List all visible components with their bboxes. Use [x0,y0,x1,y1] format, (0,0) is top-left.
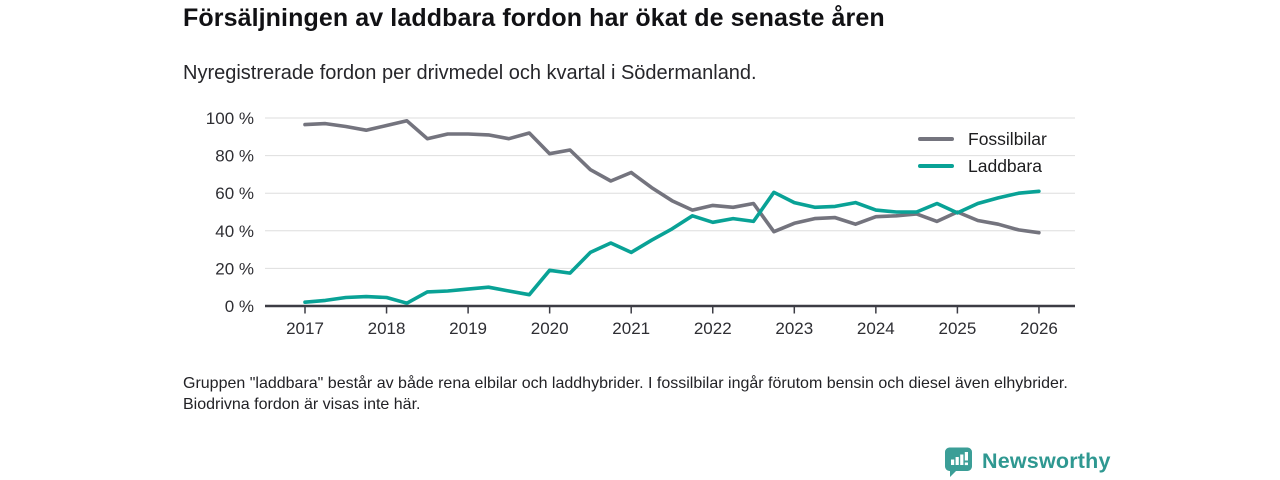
chart-title: Försäljningen av laddbara fordon har öka… [183,4,885,32]
x-axis-tick-label: 2026 [1020,319,1058,338]
x-axis-tick-label: 2022 [694,319,732,338]
series-line-laddbara [303,189,1041,305]
y-axis-tick-label: 80 % [215,147,254,166]
footnote: Gruppen "laddbara" består av både rena e… [183,375,1068,413]
chart-subtitle: Nyregistrerade fordon per drivmedel och … [183,62,757,84]
x-axis-tick-label: 2023 [775,319,813,338]
line-chart: 0 % 20 % 40 % 60 % 80 % 100 % 2017 2018 2019 2020… [180,100,1100,345]
x-axis-tick-label: 2019 [449,319,487,338]
x-axis-tick-label: 2021 [612,319,650,338]
y-axis-tick-label: 40 % [215,222,254,241]
chart-legend: Fossilbilar Laddbara [918,128,1047,176]
newsworthy-logo: Newsworthy [944,446,1111,477]
x-axis-tick-label: 2024 [857,319,895,338]
y-axis-tick-label: 0 % [225,297,254,316]
legend-label-laddbara: Laddbara [968,155,1042,176]
legend-swatch-fossilbilar [918,137,954,141]
x-axis-tick-label: 2017 [286,319,324,338]
legend-label-fossilbilar: Fossilbilar [968,128,1047,149]
legend-swatch-laddbara [918,164,954,168]
x-axis-tick-label: 2020 [531,319,569,338]
newsworthy-wordmark: Newsworthy [982,449,1111,473]
y-axis-tick-label: 60 % [215,184,254,203]
series-line-fossilbilar [303,118,1041,235]
y-axis-tick-label: 100 % [206,109,254,128]
chart-canvas: 0 % 20 % 40 % 60 % 80 % 100 % 2017 2018 2019 2020… [206,109,1075,338]
legend-item-fossilbilar: Fossilbilar [918,128,1047,149]
legend-item-laddbara: Laddbara [918,155,1047,176]
newsworthy-bar-chart-bubble-icon [945,447,972,477]
x-axis-tick-label: 2018 [368,319,406,338]
x-axis-tick-label: 2025 [938,319,976,338]
y-axis-tick-label: 20 % [215,259,254,278]
